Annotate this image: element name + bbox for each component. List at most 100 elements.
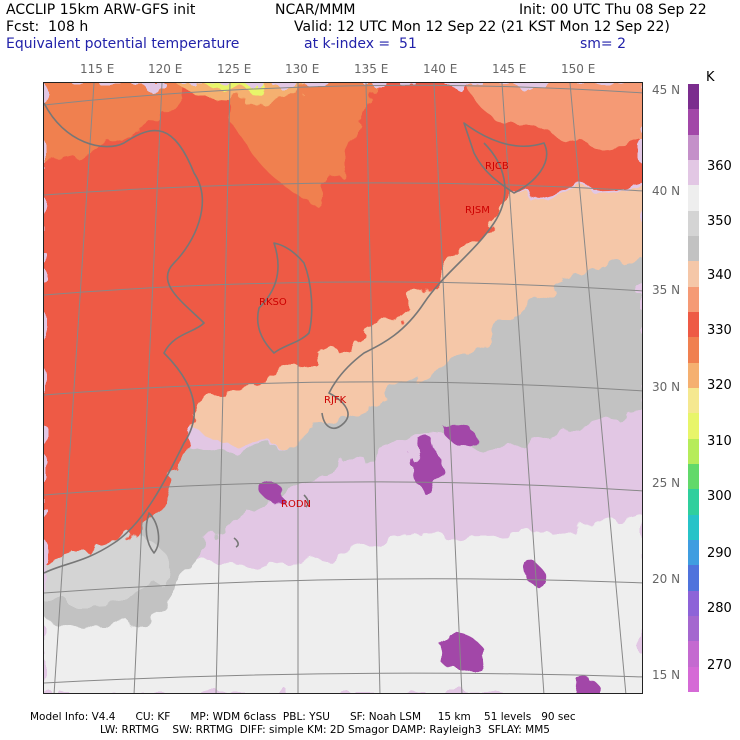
purple-patch-5	[259, 482, 285, 503]
colorbar-label-320: 320	[707, 378, 732, 393]
station-rjcb: RJCB	[485, 161, 509, 172]
field-name: Equivalent potential temperature	[6, 36, 240, 52]
purple-patch-3	[522, 561, 540, 581]
warm-moist-continental-region	[44, 83, 642, 563]
lat-line-25	[44, 481, 642, 496]
model-info-line-2: LW: RRTMG SW: RRTMG DIFF: simple KM: 2D …	[100, 724, 550, 736]
lon-line-150	[569, 83, 627, 693]
colorbar-label-280: 280	[707, 601, 732, 616]
lat-line-15	[44, 672, 642, 684]
lon-label-145: 145 E	[492, 62, 527, 76]
purple-patch-2	[414, 439, 440, 491]
lat-lon-grid	[44, 83, 642, 693]
model-title: ACCLIP 15km ARW-GFS init	[6, 2, 196, 18]
purple-patch-6	[572, 679, 601, 693]
orange-patch-northwest	[44, 83, 184, 163]
colorbar-segment	[688, 337, 699, 364]
valid-time: Valid: 12 UTC Mon 12 Sep 22 (21 KST Mon …	[294, 19, 670, 35]
lon-line-115	[53, 83, 95, 693]
colorbar-segment	[688, 109, 699, 136]
lat-label-30: 30 N	[652, 380, 681, 394]
taiwan-coastline	[145, 512, 160, 554]
china-coastline	[44, 102, 205, 574]
colorbar-segment	[688, 388, 699, 414]
colorbar-segment	[688, 312, 699, 338]
colorbar-segment	[688, 464, 699, 490]
lon-line-145	[501, 83, 545, 693]
hokkaido-coastline	[463, 122, 548, 194]
lat-line-30	[44, 381, 642, 396]
lat-label-20: 20 N	[652, 572, 681, 586]
forecast-hour: Fcst: 108 h	[6, 19, 89, 35]
lat-label-15: 15 N	[652, 668, 681, 682]
lon-line-120	[133, 83, 163, 693]
colorbar-segment	[688, 438, 699, 465]
colorbar-unit: K	[706, 70, 715, 85]
lat-line-20	[44, 578, 642, 594]
colorbar-segment	[688, 540, 699, 566]
lon-label-115: 115 E	[80, 62, 115, 76]
colorbar-segment	[688, 261, 699, 288]
colorbar-label-330: 330	[707, 323, 732, 338]
colorbar-segment	[688, 666, 699, 693]
japan-coastline	[321, 142, 506, 429]
colorbar-segment	[688, 616, 699, 642]
lon-label-135: 135 E	[354, 62, 389, 76]
lat-line-45	[44, 84, 642, 106]
colorbar-segment	[688, 185, 699, 212]
lon-line-125	[215, 83, 231, 693]
colorbar-label-270: 270	[707, 658, 732, 673]
level-label: at k-index = 51	[304, 36, 417, 52]
lat-label-25: 25 N	[652, 476, 681, 490]
lon-line-135	[365, 83, 381, 693]
orange-patch-north	[224, 83, 374, 203]
colorbar-label-350: 350	[707, 214, 732, 229]
lon-label-150: 150 E	[561, 62, 596, 76]
lon-label-130: 130 E	[285, 62, 320, 76]
colorbar-segment	[688, 134, 699, 161]
lat-line-40	[44, 182, 642, 196]
init-time: Init: 00 UTC Thu 08 Sep 22	[519, 2, 707, 18]
colorbar-segment	[688, 565, 699, 592]
institution-label: NCAR/MMM	[275, 2, 356, 18]
colorbar-segment	[688, 210, 699, 237]
colorbar-segment	[688, 514, 699, 541]
lon-label-125: 125 E	[217, 62, 252, 76]
coastlines	[44, 102, 548, 574]
island-coastline	[233, 537, 239, 548]
colorbar-segment	[688, 236, 699, 262]
model-info-line-1: Model Info: V4.4 CU: KF MP: WDM 6class P…	[30, 711, 576, 723]
station-rjfk: RJFK	[324, 395, 347, 406]
light-band	[44, 513, 642, 693]
colorbar-segment	[688, 641, 699, 668]
lat-line-35	[44, 281, 642, 296]
lat-label-45: 45 N	[652, 83, 681, 97]
map-panel: RJCB RJSM RKSO RJFK RODN	[43, 82, 643, 694]
colorbar-segment	[688, 286, 699, 313]
lat-label-40: 40 N	[652, 184, 681, 198]
colorbar-label-340: 340	[707, 268, 732, 283]
colorbar-segment	[688, 413, 699, 440]
grey-transition-band	[44, 253, 642, 628]
lat-label-35: 35 N	[652, 283, 681, 297]
lon-label-140: 140 E	[423, 62, 458, 76]
smoothing-label: sm= 2	[580, 36, 627, 52]
station-rkso: RKSO	[259, 297, 287, 308]
colorbar-segment	[688, 489, 699, 516]
colorbar-label-290: 290	[707, 546, 732, 561]
lon-line-140	[433, 83, 463, 693]
korea-coastline	[256, 242, 313, 354]
colorbar	[688, 84, 699, 693]
colorbar-label-310: 310	[707, 434, 732, 449]
colorbar-label-360: 360	[707, 159, 732, 174]
colorbar-segment	[688, 160, 699, 186]
colorbar-segment	[688, 84, 699, 110]
okinawa-coastline	[303, 494, 309, 508]
lon-label-120: 120 E	[148, 62, 183, 76]
colorbar-label-300: 300	[707, 489, 732, 504]
orange-patch-northeast	[464, 83, 642, 146]
station-rodn: RODN	[281, 499, 311, 510]
yellow-orange-patch	[174, 83, 304, 100]
colorbar-segment	[688, 362, 699, 389]
station-rjsm: RJSM	[465, 205, 490, 216]
